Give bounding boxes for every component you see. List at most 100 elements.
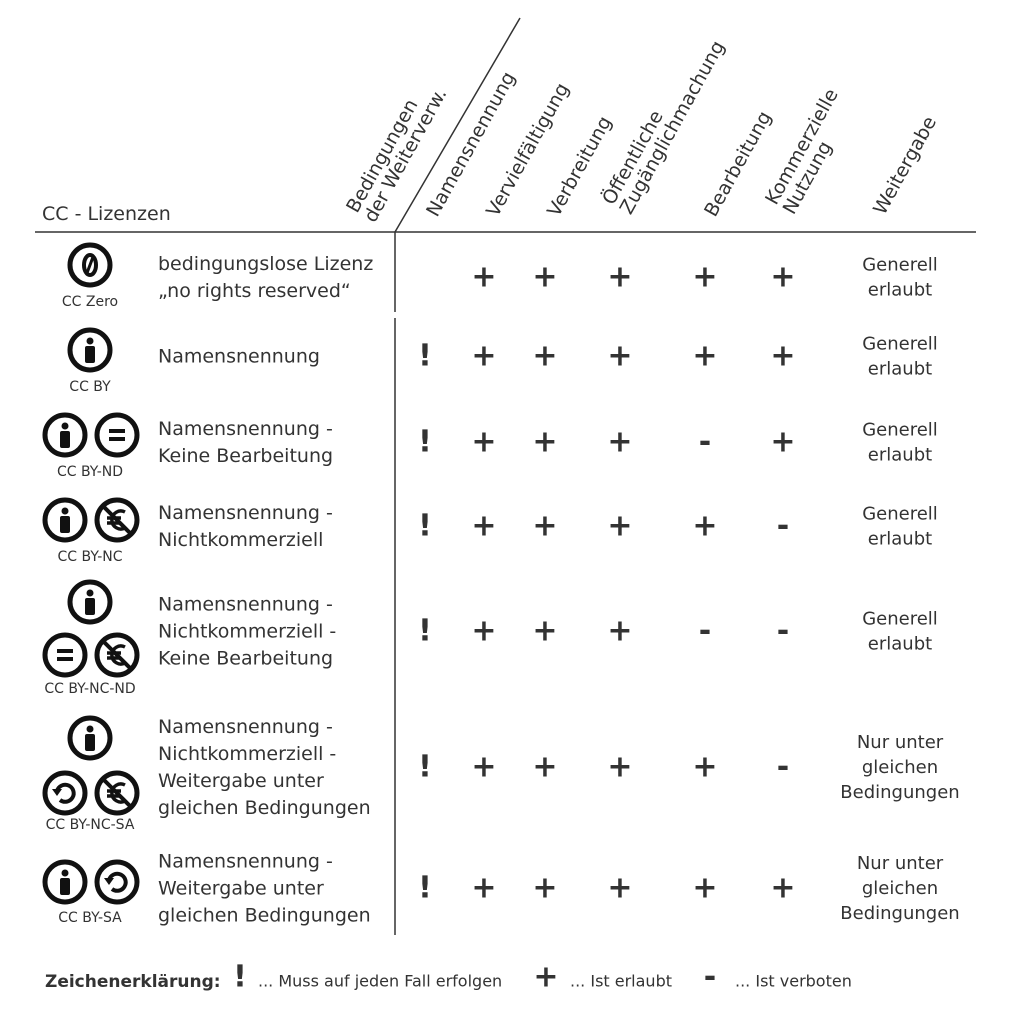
- column-header-line: Verbreitung: [543, 113, 616, 221]
- cc-icon: [67, 579, 113, 625]
- cell-symbol: +: [692, 509, 717, 544]
- icon-slash: [100, 503, 134, 537]
- cc-icon: [94, 859, 140, 905]
- license-name: Namensnennung: [158, 346, 320, 368]
- icon-head: [86, 589, 94, 597]
- sharing-text: gleichen: [862, 878, 938, 899]
- icon-label: CC BY-SA: [58, 910, 122, 926]
- cc-icon: [42, 632, 88, 678]
- cell-symbol: !: [418, 750, 432, 785]
- icon-bar: [57, 657, 73, 661]
- column-header: KommerzielleNutzung: [761, 85, 860, 218]
- icon-bar: [109, 429, 125, 433]
- icon-arrow: [55, 782, 76, 804]
- cell-symbol: -: [777, 614, 789, 649]
- column-header: Verbreitung: [543, 113, 616, 221]
- cell-symbol: +: [607, 425, 632, 460]
- cell-symbol: !: [418, 339, 432, 374]
- cell-symbol: +: [532, 871, 557, 906]
- icon-arrowhead: [104, 878, 114, 885]
- icon-ring: [94, 412, 140, 458]
- license-name: Nichtkommerziell -: [158, 743, 336, 765]
- cell-symbol: !: [418, 614, 432, 649]
- cell-symbol: +: [471, 614, 496, 649]
- cell-symbol: +: [770, 871, 795, 906]
- cell-symbol: +: [471, 750, 496, 785]
- column-header-line: Weitergabe: [869, 113, 941, 219]
- cell-symbol: +: [532, 509, 557, 544]
- cell-symbol: +: [532, 614, 557, 649]
- sharing-text: erlaubt: [868, 529, 932, 550]
- icon-label: CC BY-ND: [57, 464, 123, 480]
- icon-body: [85, 598, 95, 615]
- column-header-line: Bearbeitung: [700, 108, 776, 221]
- cell-symbol: -: [699, 425, 711, 460]
- cell-symbol: +: [471, 339, 496, 374]
- cc-icon: [67, 242, 113, 288]
- sharing-text: erlaubt: [868, 445, 932, 466]
- sharing-text: erlaubt: [868, 280, 932, 301]
- cc-icon: [42, 497, 88, 543]
- icon-body: [60, 878, 70, 895]
- cell-symbol: -: [699, 614, 711, 649]
- cell-symbol: !: [418, 425, 432, 460]
- icon-ring: [94, 859, 140, 905]
- cell-symbol: +: [607, 871, 632, 906]
- sharing-text: gleichen: [862, 757, 938, 778]
- license-name: gleichen Bedingungen: [158, 797, 371, 819]
- cell-symbol: +: [607, 339, 632, 374]
- sharing-text: Nur unter: [857, 732, 944, 753]
- cell-symbol: +: [532, 425, 557, 460]
- sharing-text: Bedingungen: [840, 903, 959, 924]
- cc-icon: [42, 770, 88, 816]
- license-name: Namensnennung -: [158, 716, 333, 738]
- legend-text: ... Ist erlaubt: [570, 972, 672, 991]
- sharing-text: Bedingungen: [840, 782, 959, 803]
- icon-label: CC BY-NC-SA: [46, 817, 135, 833]
- license-name: Weitergabe unter: [158, 878, 324, 900]
- icon-ring: [42, 770, 88, 816]
- sharing-text: Nur unter: [857, 853, 944, 874]
- icon-head: [86, 725, 94, 733]
- legend-symbol: -: [704, 960, 716, 995]
- cell-symbol: !: [418, 509, 432, 544]
- cc-icon: [67, 715, 113, 761]
- icon-label: CC Zero: [62, 294, 118, 310]
- cell-symbol: +: [770, 260, 795, 295]
- cell-symbol: +: [607, 750, 632, 785]
- icon-arrow: [107, 871, 128, 893]
- cell-symbol: +: [607, 509, 632, 544]
- sharing-text: erlaubt: [868, 634, 932, 655]
- sharing-text: Generell: [862, 255, 938, 276]
- license-name: Keine Bearbeitung: [158, 648, 333, 670]
- cell-symbol: +: [532, 750, 557, 785]
- cell-symbol: +: [692, 750, 717, 785]
- icon-label: CC BY-NC-ND: [44, 681, 135, 697]
- diagonal-rule: [394, 17, 521, 233]
- column-header: Bearbeitung: [700, 108, 776, 221]
- sharing-text: Generell: [862, 334, 938, 355]
- cell-symbol: +: [770, 339, 795, 374]
- icon-label: CC BY-NC: [57, 549, 122, 565]
- sharing-text: Generell: [862, 420, 938, 441]
- cell-symbol: +: [770, 425, 795, 460]
- license-name: „no rights reserved“: [158, 280, 351, 302]
- cell-symbol: +: [532, 260, 557, 295]
- license-name: Namensnennung -: [158, 418, 333, 440]
- cell-symbol: +: [471, 509, 496, 544]
- icon-slash: [85, 256, 95, 274]
- cc-icon: [67, 327, 113, 373]
- icon-slash: [100, 776, 134, 810]
- license-name: Namensnennung -: [158, 502, 333, 524]
- legend-text: ... Ist verboten: [735, 972, 852, 991]
- icon-body: [60, 516, 70, 533]
- icon-slash: [100, 638, 134, 672]
- table-title: CC - Lizenzen: [42, 203, 171, 225]
- license-name: Keine Bearbeitung: [158, 445, 333, 467]
- license-name: Namensnennung -: [158, 851, 333, 873]
- icon-bar: [109, 437, 125, 441]
- cell-symbol: +: [692, 260, 717, 295]
- icon-ring: [42, 632, 88, 678]
- legend-text: ... Muss auf jeden Fall erfolgen: [258, 972, 502, 991]
